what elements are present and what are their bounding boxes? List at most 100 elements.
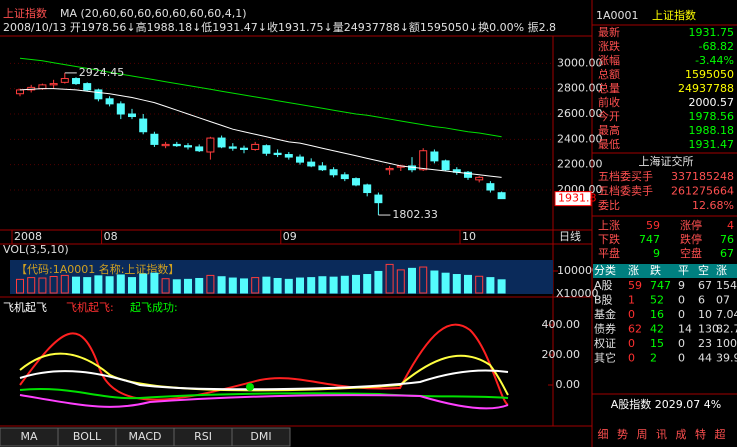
tab-label[interactable]: RSI (194, 430, 212, 443)
volume-bar (217, 276, 226, 294)
table-cell: 23 (698, 337, 712, 350)
candle-body (385, 167, 394, 171)
quote-value: 2000.57 (689, 96, 735, 109)
table-cell: 其它 (594, 351, 616, 365)
indicator-tick-label: 0.00 (556, 378, 581, 391)
volume-bar (318, 276, 327, 294)
candle-body (464, 171, 472, 178)
volume-bar (72, 276, 80, 294)
candle-body (150, 133, 159, 145)
table-header: 跌 (650, 263, 661, 277)
order-value: 261275664 (671, 185, 734, 198)
table-cell: 154 (716, 279, 737, 292)
tab-label[interactable]: MA (20, 430, 37, 443)
order-value: 337185248 (671, 170, 734, 183)
volume-unit: X10000 (556, 287, 599, 300)
right-tab[interactable]: 势 (617, 428, 628, 441)
volume-bar (228, 277, 237, 294)
right-tab[interactable]: 特 (695, 427, 706, 441)
candle-body (352, 178, 360, 186)
indicator-title: 飞机起飞: (66, 300, 114, 314)
table-cell: 0 (628, 308, 635, 321)
candle-body (38, 84, 47, 90)
table-cell: A股 (594, 279, 613, 292)
volume-bar (452, 274, 461, 294)
volume-bar (116, 274, 125, 294)
candle-body (60, 78, 69, 83)
candle-body (419, 150, 428, 171)
candle-body (228, 146, 237, 149)
date-label: 2008 (14, 230, 42, 243)
right-tab[interactable]: 周 (637, 428, 648, 441)
indicator-line (19, 369, 509, 391)
volume-bar (150, 272, 159, 294)
stat: 跌停 (680, 232, 702, 246)
volume-bar (475, 275, 484, 294)
tab-label[interactable]: MACD (129, 430, 162, 443)
stat: 76 (720, 233, 734, 246)
indicator-tick-label: 400.00 (542, 318, 581, 331)
table-cell: 9 (678, 279, 685, 292)
index-name: 上证指数 (3, 6, 47, 20)
volume-bar (38, 277, 47, 294)
candle-body (497, 192, 506, 200)
right-tab[interactable]: 讯 (656, 428, 667, 441)
table-cell: 7.04 (716, 308, 737, 321)
candle-body (262, 145, 271, 154)
period: 日线 (559, 229, 581, 243)
volume-bar (262, 276, 271, 294)
quote-value: 1931.47 (689, 138, 735, 151)
volume-bar (60, 274, 69, 294)
stat: 4 (727, 219, 734, 232)
volume-legend: 【代码:1A0001 名称:上证指数】 (16, 262, 179, 276)
tab-label[interactable]: BOLL (73, 430, 102, 443)
volume-bar (464, 274, 472, 294)
candle-body (184, 145, 192, 148)
table-cell: 10 (698, 308, 712, 321)
quote-label: 涨幅 (598, 54, 620, 67)
volume-bar (206, 274, 215, 294)
tab[interactable] (231, 427, 291, 447)
candle-body (296, 156, 304, 163)
volume-bar (195, 277, 204, 294)
candle-body (16, 89, 24, 95)
volume-bar (94, 275, 103, 294)
candle-body (486, 183, 495, 191)
candle-body (116, 103, 125, 115)
quote-label: 涨跌 (598, 39, 620, 53)
table-cell: 1 (628, 294, 635, 307)
quote-code: 1A0001 (596, 9, 639, 22)
tab-label[interactable]: DMI (250, 430, 271, 443)
stat: 平盘 (598, 246, 620, 260)
right-tab[interactable]: 细 (598, 428, 609, 441)
right-tab[interactable]: 超 (715, 427, 726, 441)
frame (0, 0, 593, 447)
quote-label: 最新 (598, 25, 620, 39)
volume-bar (161, 278, 170, 294)
table-cell: 16 (650, 308, 664, 321)
quote-label: 总额 (598, 67, 620, 81)
footer: A股指数 2029.07 4% (611, 397, 721, 411)
candle-body (329, 169, 338, 176)
quote-label: 总量 (598, 81, 620, 95)
table-cell: 130 (698, 323, 719, 336)
volume-bar (340, 275, 349, 294)
indicator-line (19, 387, 509, 400)
date-label: 09 (283, 230, 297, 243)
table-cell: 100 (716, 337, 737, 350)
signal-dot (246, 383, 254, 391)
quote-value: 1595050 (685, 68, 734, 81)
right-tab[interactable]: 成 (676, 428, 687, 441)
candle-body (139, 118, 148, 133)
volume-bar (49, 276, 58, 294)
volume-bar (139, 273, 148, 294)
candle-body (284, 154, 293, 158)
candle-body (105, 98, 114, 105)
y-tick-label: 2400.00 (557, 132, 603, 145)
table-header: 涨 (628, 264, 639, 277)
volume-bar (486, 277, 495, 294)
quote-label: 前收 (598, 95, 620, 109)
table-cell: 0 (678, 352, 685, 365)
